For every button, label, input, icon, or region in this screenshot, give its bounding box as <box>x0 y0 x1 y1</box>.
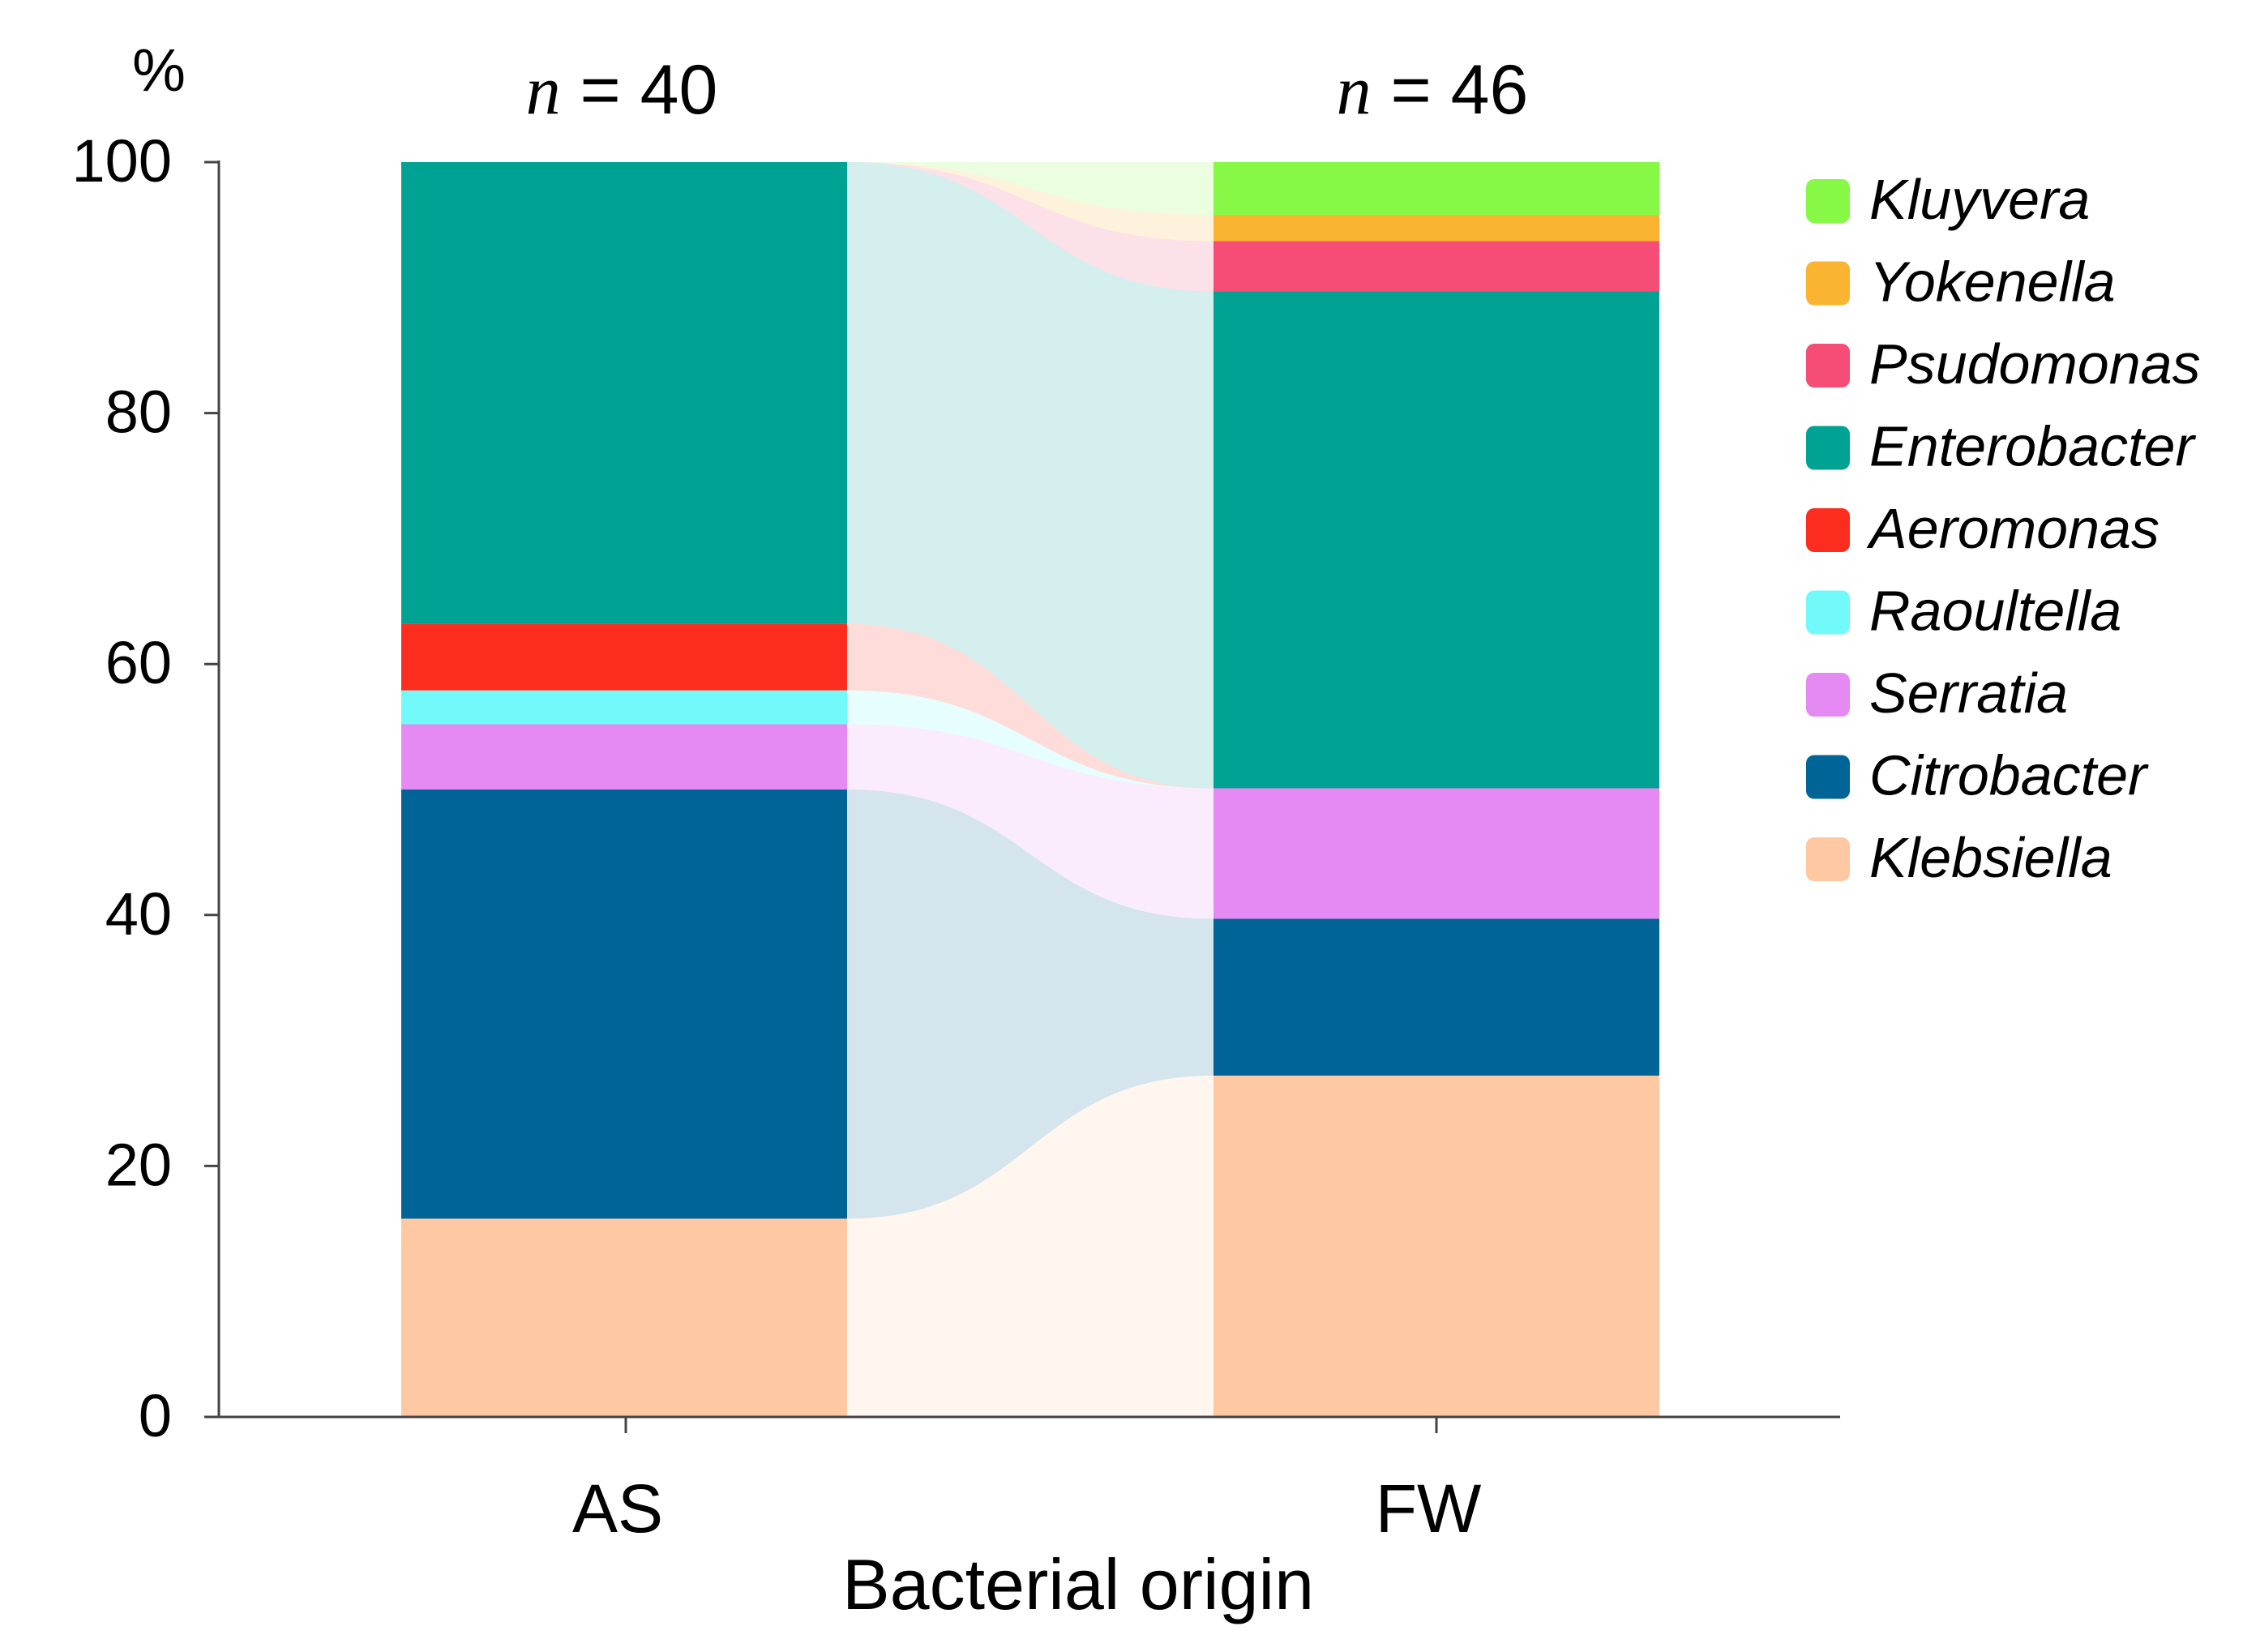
legend-swatch-serratia <box>1806 673 1850 717</box>
legend-swatch-aeromonas <box>1806 508 1850 552</box>
legend-swatch-kluyvera <box>1806 179 1850 223</box>
flow-band-psudomonas <box>847 162 1214 292</box>
legend-swatch-klebsiella <box>1806 837 1850 881</box>
legend-label-klebsiella: Klebsiella <box>1869 826 2112 889</box>
sample-size-n: n <box>526 51 561 129</box>
flow-band-citrobacter <box>847 790 1214 1219</box>
legend-swatch-yokenella <box>1806 261 1850 306</box>
legend-swatch-enterobacter <box>1806 426 1850 470</box>
bar-segment-fw-enterobacter <box>1214 291 1659 789</box>
legend: Kluyvera Yokenella Psudomonas Enterobacter A… <box>1806 168 2201 889</box>
legend-label-enterobacter: Enterobacter <box>1869 415 2196 478</box>
sample-size-n: n <box>1337 51 1372 129</box>
bar-segment-as-raoultella <box>401 690 847 725</box>
bar-segment-fw-serratia <box>1214 788 1659 919</box>
y-unit-label: % <box>132 36 186 104</box>
bar-segment-as-serratia <box>401 724 847 790</box>
flow-band-klebsiella <box>847 1075 1214 1417</box>
axes-layer <box>204 160 1840 1433</box>
bar-layer <box>401 162 1659 1417</box>
bar-segment-fw-klebsiella <box>1214 1075 1659 1417</box>
y-tick-label-20: 20 <box>105 1131 172 1198</box>
y-tick-label-40: 40 <box>105 880 172 948</box>
legend-swatch-psudomonas <box>1806 344 1850 387</box>
bar-segment-fw-psudomonas <box>1214 241 1659 292</box>
bar-segment-fw-citrobacter <box>1214 918 1659 1076</box>
flow-band-layer <box>847 162 1214 1417</box>
legend-label-psudomonas: Psudomonas <box>1869 332 2201 396</box>
bar-segment-fw-kluyvera <box>1214 162 1659 216</box>
bar-segment-as-klebsiella <box>401 1218 847 1417</box>
legend-label-aeromonas: Aeromonas <box>1866 497 2160 560</box>
y-tick-label-80: 80 <box>105 379 172 446</box>
legend-label-kluyvera: Kluyvera <box>1869 168 2090 231</box>
y-tick-label-0: 0 <box>139 1382 172 1449</box>
flow-band-kluyvera <box>847 162 1214 216</box>
x-axis-title: Bacterial origin <box>842 1544 1314 1624</box>
flow-band-yokenella <box>847 162 1214 242</box>
legend-label-citrobacter: Citrobacter <box>1869 744 2149 807</box>
flow-band-aeromonas <box>847 623 1214 789</box>
legend-swatch-citrobacter <box>1806 755 1850 799</box>
bar-segment-as-aeromonas <box>401 623 847 691</box>
legend-label-yokenella: Yokenella <box>1869 250 2116 314</box>
y-tick-label-100: 100 <box>72 127 172 195</box>
flow-band-enterobacter <box>847 162 1214 789</box>
flow-band-raoultella <box>847 690 1214 789</box>
legend-label-serratia: Serratia <box>1869 661 2068 725</box>
x-tick-label-as: AS <box>572 1470 663 1547</box>
x-tick-label-fw: FW <box>1376 1470 1482 1547</box>
sample-size-value: = 40 <box>561 51 718 129</box>
bar-segment-fw-yokenella <box>1214 215 1659 242</box>
bar-segment-as-citrobacter <box>401 790 847 1219</box>
legend-label-raoultella: Raoultella <box>1869 580 2121 643</box>
sample-size-label-fw: n = 46 <box>1337 51 1529 129</box>
legend-swatch-raoultella <box>1806 590 1850 635</box>
bar-segment-as-enterobacter <box>401 162 847 624</box>
y-tick-label-60: 60 <box>105 629 172 696</box>
sample-size-label-as: n = 40 <box>526 51 718 129</box>
sample-size-value: = 46 <box>1372 51 1529 129</box>
flow-band-serratia <box>847 724 1214 919</box>
